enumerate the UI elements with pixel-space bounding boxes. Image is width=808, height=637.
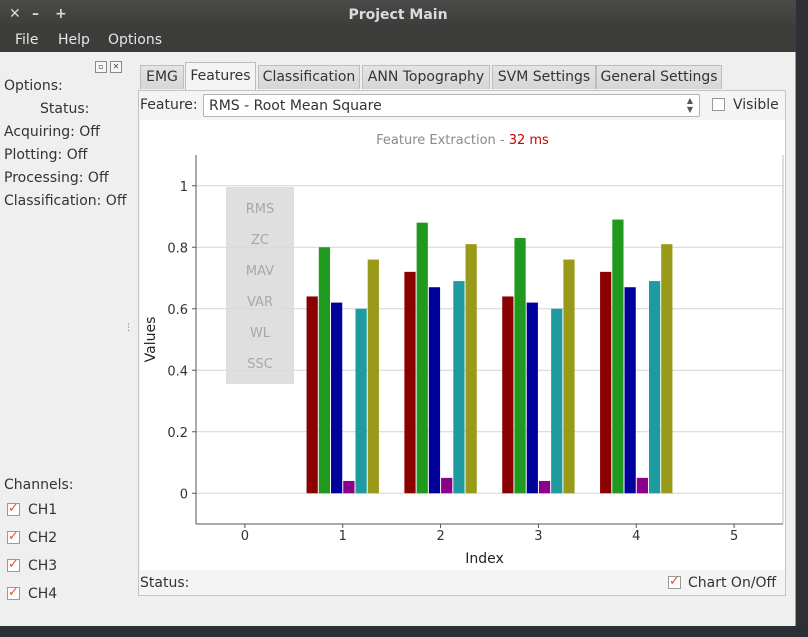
x-tick-label: 5 — [730, 529, 738, 544]
y-tick-label: 0.6 — [167, 303, 188, 318]
y-tick-label: 1 — [180, 180, 188, 195]
background-editor — [792, 0, 808, 637]
bar — [514, 238, 526, 494]
bar — [624, 287, 636, 494]
maximize-icon[interactable]: + — [55, 6, 67, 22]
bar — [551, 308, 563, 494]
x-tick-label: 1 — [339, 529, 347, 544]
classification-status: Classification: Off — [4, 193, 127, 209]
dock-controls: ▫ ✕ — [92, 58, 122, 73]
bar — [355, 308, 367, 494]
feature-select[interactable]: RMS - Root Mean Square ▲ ▼ — [203, 94, 700, 117]
bar — [661, 244, 673, 494]
bar — [526, 302, 538, 494]
chart-toggle-checkbox[interactable] — [668, 574, 681, 589]
bar — [600, 271, 612, 494]
y-tick-label: 0.8 — [167, 241, 188, 256]
chart-header-text: Feature Extraction - — [376, 133, 509, 148]
updown-arrows-icon: ▲ ▼ — [686, 96, 693, 114]
legend-box — [226, 187, 294, 384]
bar — [318, 247, 331, 494]
ch1-label: CH1 — [28, 502, 58, 518]
ch2-label: CH2 — [28, 530, 58, 546]
ch1-checkbox[interactable] — [7, 501, 20, 516]
visible-checkbox[interactable] — [712, 98, 725, 111]
bottom-strip — [0, 626, 808, 637]
menu-options[interactable]: Options — [108, 32, 163, 48]
bar — [612, 219, 624, 494]
acquiring-status: Acquiring: Off — [4, 124, 100, 140]
dock-close-icon[interactable]: ✕ — [110, 61, 122, 73]
y-axis-label: Values — [143, 317, 159, 363]
ch2-checkbox[interactable] — [7, 529, 20, 544]
x-tick-label: 0 — [241, 529, 249, 544]
y-tick-label: 0 — [180, 487, 188, 502]
plotting-status: Plotting: Off — [4, 147, 88, 163]
chart-toggle-label: Chart On/Off — [688, 575, 777, 591]
chart-header-ms: 32 ms — [508, 133, 549, 148]
legend-entry: SSC — [247, 357, 273, 372]
x-tick-label: 2 — [436, 529, 444, 544]
bar-chart: 0 0.2 0.4 0.6 0.8 1 0 1 2 3 4 5 Index Values RMS ZC MAV V… — [143, 155, 784, 567]
app-window: ✕ – + Project Main File Help Options ▫ ✕ … — [0, 0, 796, 626]
bar — [331, 302, 343, 494]
tab-emg[interactable]: EMG — [140, 65, 184, 89]
chart-header: Feature Extraction - 32 ms — [140, 133, 785, 148]
ch3-label: CH3 — [28, 558, 58, 574]
bar — [636, 477, 648, 494]
legend-entry: VAR — [247, 295, 273, 310]
title-bar: ✕ – + Project Main — [0, 0, 796, 30]
window-title: Project Main — [348, 7, 448, 23]
bar — [404, 271, 416, 494]
bar — [428, 287, 441, 494]
bar — [441, 477, 453, 494]
tab-ann-topography[interactable]: ANN Topography — [362, 65, 490, 89]
menu-bar: File Help Options — [0, 30, 796, 52]
bar — [343, 480, 355, 494]
x-axis-label: Index — [465, 551, 504, 567]
bar — [465, 244, 477, 494]
bar — [416, 222, 428, 494]
bar — [648, 281, 661, 494]
bar — [563, 259, 575, 494]
minimize-icon[interactable]: – — [32, 6, 39, 22]
splitter-handle[interactable]: ⋮ — [124, 323, 133, 333]
menu-help[interactable]: Help — [58, 32, 90, 48]
y-tick-label: 0.2 — [167, 426, 188, 441]
feature-selected-value: RMS - Root Mean Square — [209, 98, 382, 114]
tab-features[interactable]: Features — [185, 62, 256, 90]
x-tick-label: 3 — [534, 529, 542, 544]
legend-entry: MAV — [246, 264, 274, 279]
bar — [306, 296, 318, 494]
bar — [502, 296, 514, 494]
visible-label: Visible — [733, 97, 779, 113]
options-label: Options: — [4, 78, 63, 94]
bar — [367, 259, 379, 494]
y-tick-label: 0.4 — [167, 364, 188, 379]
legend-entry: ZC — [251, 233, 269, 248]
channels-label: Channels: — [4, 477, 74, 493]
legend-entry: RMS — [246, 202, 275, 217]
ch4-checkbox[interactable] — [7, 585, 20, 600]
ch4-label: CH4 — [28, 586, 58, 602]
float-icon[interactable]: ▫ — [95, 61, 107, 73]
close-icon[interactable]: ✕ — [9, 6, 21, 22]
status-heading: Status: — [40, 101, 90, 117]
feature-label: Feature: — [140, 97, 198, 113]
processing-status: Processing: Off — [4, 170, 109, 186]
ch3-checkbox[interactable] — [7, 557, 20, 572]
tab-classification[interactable]: Classification — [258, 65, 360, 89]
bar — [538, 480, 551, 494]
status-label: Status: — [140, 575, 190, 591]
tab-svm-settings[interactable]: SVM Settings — [492, 65, 596, 89]
tab-general-settings[interactable]: General Settings — [596, 65, 722, 89]
menu-file[interactable]: File — [15, 32, 39, 48]
x-tick-label: 4 — [632, 529, 640, 544]
bar — [453, 281, 465, 494]
legend-entry: WL — [250, 326, 271, 341]
